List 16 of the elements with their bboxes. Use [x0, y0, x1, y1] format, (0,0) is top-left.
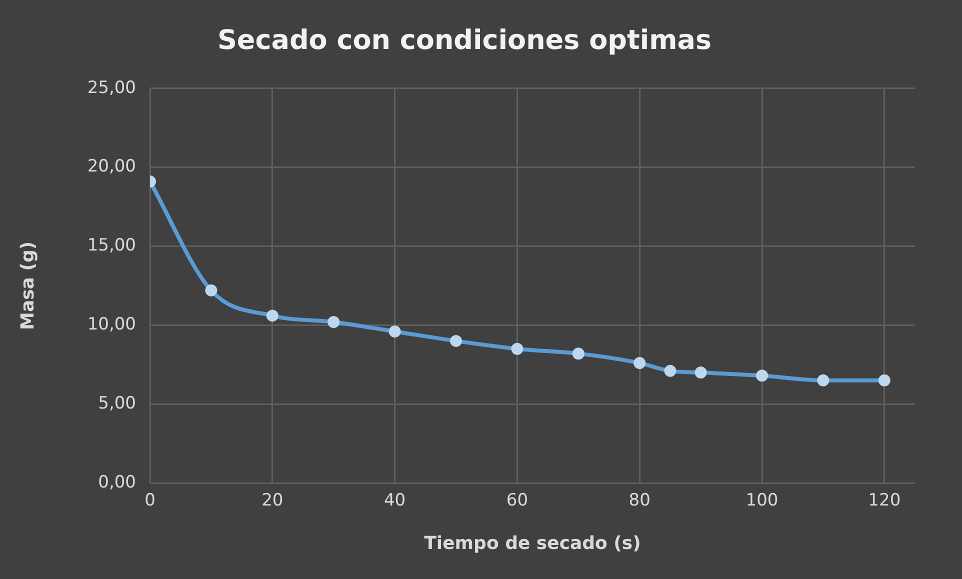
x-tick-label: 120 — [868, 490, 901, 511]
y-tick-label: 5,00 — [98, 394, 136, 414]
x-tick-label: 100 — [746, 490, 778, 511]
y-tick-label: 20,00 — [87, 156, 136, 177]
y-axis-title: Masa (g) — [17, 241, 38, 330]
x-tick-label: 60 — [506, 490, 528, 511]
x-tick-label: 40 — [384, 490, 406, 511]
x-axis-title: Tiempo de secado (s) — [424, 532, 641, 554]
y-tick-label: 0,00 — [98, 472, 136, 492]
y-tick-label: 10,00 — [87, 314, 136, 335]
x-tick-label: 20 — [262, 490, 284, 511]
y-tick-label: 25,00 — [87, 78, 136, 98]
x-tick-label: 80 — [628, 490, 650, 511]
y-tick-label: 15,00 — [87, 236, 136, 256]
chart-title: Secado con condiciones optimas — [217, 25, 712, 56]
x-tick-label: 0 — [144, 490, 156, 511]
